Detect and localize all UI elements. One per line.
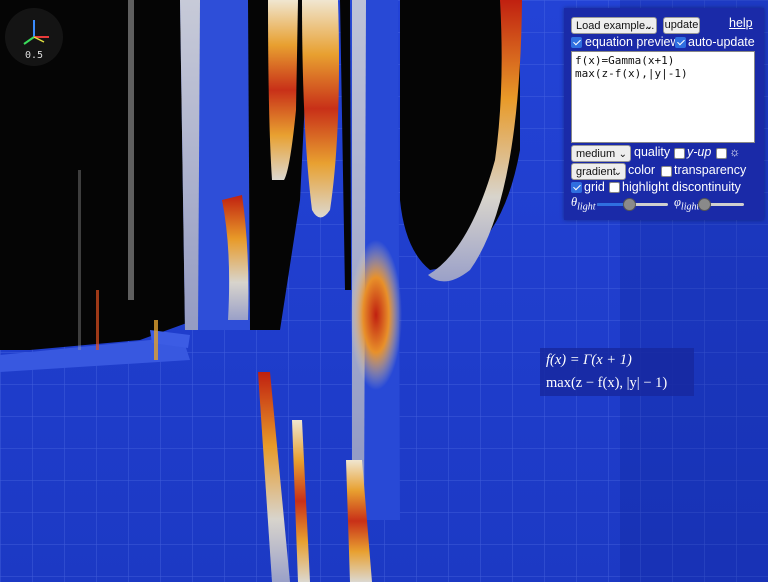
editor-line-1: f(x)=Gamma(x+1)	[575, 54, 675, 67]
y-up-checkbox[interactable]	[674, 148, 685, 159]
phi-light-label: φlight	[674, 195, 699, 213]
quality-select[interactable]: medium ⌄	[571, 145, 631, 162]
grid-checkbox[interactable]	[571, 182, 582, 193]
axes-gizmo[interactable]: 0.5	[5, 8, 63, 66]
control-panel: Load example... ⌄ update help equation p…	[564, 8, 764, 220]
theta-symbol: θ	[571, 195, 578, 209]
highlight-discontinuity-label: highlight discontinuity	[622, 180, 741, 194]
theta-light-label: θlight	[571, 195, 595, 213]
example-select[interactable]: Load example... ⌄	[571, 17, 657, 34]
equation-preview: f(x) = Γ(x + 1) max(z − f(x), |y| − 1)	[540, 348, 694, 396]
transparency-checkbox[interactable]	[661, 166, 672, 177]
update-button[interactable]: update	[663, 17, 700, 34]
auto-update-checkbox[interactable]	[675, 37, 686, 48]
transparency-label: transparency	[674, 163, 747, 177]
heat-band-1	[222, 195, 249, 320]
phi-symbol: φ	[674, 195, 681, 209]
example-select-value: Load example...	[576, 20, 655, 32]
speckle-column-3	[96, 290, 99, 350]
highlight-discontinuity-checkbox[interactable]	[609, 182, 620, 193]
theta-light-slider[interactable]	[597, 198, 668, 211]
grid-label: grid	[584, 180, 605, 194]
lower-strip-1	[258, 372, 290, 582]
lower-strip-2	[292, 420, 310, 582]
y-up-label: y-up	[687, 145, 712, 159]
preview-line-2: max(z − f(x), |y| − 1)	[546, 375, 668, 391]
theta-light-thumb[interactable]	[622, 198, 636, 211]
central-hotspot	[350, 240, 402, 390]
heat-band-2	[268, 0, 298, 180]
editor-line-2: max(z-f(x),|y|-1)	[575, 67, 688, 80]
step-edge	[0, 338, 190, 372]
quality-label: quality	[634, 145, 671, 159]
phi-light-thumb[interactable]	[698, 198, 712, 211]
quality-select-value: medium	[576, 148, 616, 160]
step-bump	[150, 330, 190, 348]
color-select[interactable]: gradient ⌄	[571, 163, 626, 180]
color-select-value: gradient	[576, 166, 616, 178]
chevron-down-icon: ⌄	[618, 149, 627, 160]
theta-light-fill	[597, 203, 629, 206]
equation-editor[interactable]: f(x)=Gamma(x+1) max(z-f(x),|y|-1)	[571, 51, 755, 143]
curved-ribbon	[428, 0, 522, 282]
help-link[interactable]: help	[729, 16, 753, 30]
heat-band-3	[302, 0, 339, 218]
phi-sub: light	[680, 201, 700, 213]
speckle-column-2	[78, 170, 81, 350]
equation-preview-checkbox[interactable]	[571, 37, 582, 48]
theta-sub: light	[577, 201, 596, 213]
chevron-down-icon: ⌄	[644, 21, 653, 32]
void-region	[0, 0, 520, 350]
gizmo-scale-value: 0.5	[24, 50, 44, 61]
speckle-column-4	[154, 320, 158, 360]
preview-line-1: f(x) = Γ(x + 1)	[546, 352, 632, 368]
phi-light-slider[interactable]	[698, 198, 744, 211]
axes-icon	[23, 20, 49, 45]
color-label: color	[628, 163, 656, 177]
light-toggle-checkbox[interactable]	[716, 148, 727, 159]
auto-update-label: auto-update	[688, 35, 755, 49]
speckle-column-1	[128, 0, 134, 300]
equation-preview-label: equation preview	[585, 35, 680, 49]
chevron-down-icon: ⌄	[613, 167, 622, 178]
sun-icon: ☼	[729, 145, 741, 159]
wall-left-face	[180, 0, 200, 330]
lower-strip-3	[346, 460, 372, 582]
